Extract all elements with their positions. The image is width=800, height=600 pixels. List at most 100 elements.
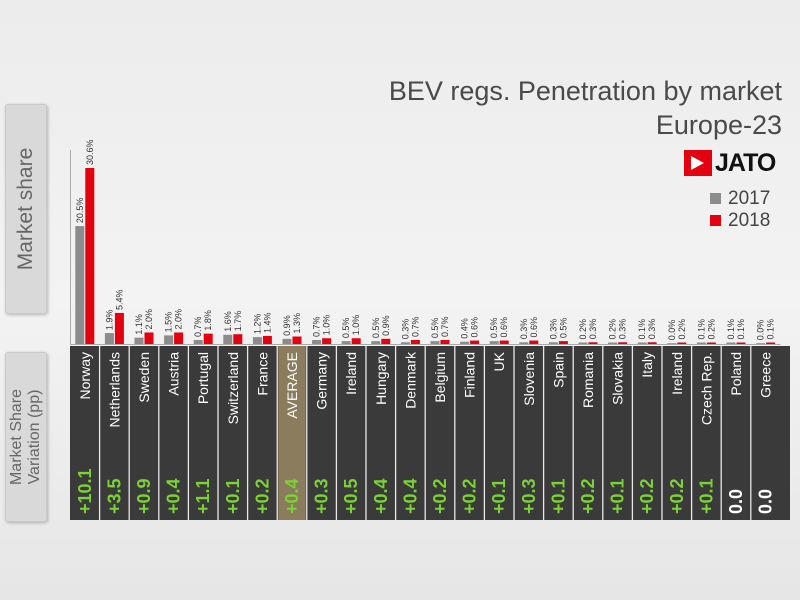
legend-label-2018: 2018 (728, 210, 771, 231)
data-label-2018: 1.3% (292, 313, 302, 334)
category-label: Italy (639, 352, 655, 378)
variation-value: +0.1 (696, 478, 716, 514)
bar-2017 (371, 341, 381, 344)
data-label-2018: 0.1% (766, 319, 776, 340)
data-label-2018: 0.6% (470, 317, 480, 338)
bar-2018 (203, 333, 213, 344)
bar-2017 (282, 338, 292, 344)
data-label-2018: 0.6% (529, 317, 539, 338)
variation-value: +0.5 (341, 478, 361, 514)
data-label-2017: 0.3% (519, 319, 529, 340)
bar-2018 (529, 340, 539, 344)
bar-2018 (647, 342, 657, 344)
data-label-2017: 0.1% (726, 319, 736, 340)
data-label-2017: 0.3% (400, 319, 410, 340)
data-label-2018: 5.4% (114, 289, 124, 310)
bar-2018 (736, 342, 746, 344)
average-highlight (278, 346, 306, 520)
bar-2017 (608, 342, 618, 344)
bar-2017 (460, 341, 470, 344)
bar-2018 (677, 342, 687, 344)
chart-subtitle: Europe-23 (655, 110, 782, 140)
data-label-2018: 1.8% (203, 310, 213, 331)
data-label-2017: 0.5% (489, 318, 499, 339)
data-label-2017: 0.7% (193, 316, 203, 337)
data-label-2017: 0.1% (637, 319, 647, 340)
bar-2017 (637, 342, 647, 344)
category-label: Slovenia (521, 352, 537, 406)
variation-value: 0.0 (756, 489, 776, 514)
variation-value: +1.1 (193, 478, 213, 514)
bar-2017 (134, 337, 144, 344)
variation-label-box: Market Share Variation (pp) (5, 352, 47, 522)
bar-2018 (322, 338, 332, 344)
data-label-2018: 0.3% (647, 319, 657, 340)
category-label: France (254, 352, 270, 396)
variation-value: +0.2 (578, 478, 598, 514)
variation-value: +0.2 (430, 478, 450, 514)
variation-value: +0.2 (460, 478, 480, 514)
variation-value: +0.1 (223, 478, 243, 514)
bar-2017 (726, 342, 736, 344)
bar-2018 (618, 342, 628, 344)
variation-value: +0.1 (608, 478, 628, 514)
bar-2017 (164, 335, 174, 344)
bar-2018 (588, 342, 598, 344)
data-label-2017: 1.5% (164, 312, 174, 333)
data-label-2017: 0.9% (282, 315, 292, 336)
bar-2017 (400, 342, 410, 344)
bar-2018 (292, 336, 302, 344)
bar-2017 (104, 333, 114, 344)
data-label-2017: 1.2% (252, 314, 262, 335)
category-label: Ireland (669, 352, 685, 395)
data-label-2018: 1.4% (262, 312, 272, 333)
variation-value: +0.3 (312, 478, 332, 514)
variation-value: +0.2 (252, 478, 272, 514)
variation-value: +0.4 (282, 478, 302, 514)
bar-2018 (499, 340, 509, 344)
bar-2018 (440, 339, 450, 344)
category-label: Hungary (373, 352, 389, 405)
bar-2018 (262, 335, 272, 344)
data-label-2017: 0.3% (548, 319, 558, 340)
legend-swatch-2017 (710, 193, 721, 204)
variation-value: +0.9 (134, 478, 154, 514)
logo-text: JATO (715, 149, 776, 177)
category-label: Sweden (136, 352, 152, 403)
bar-2018 (144, 332, 154, 344)
variation-value: +10.1 (75, 468, 95, 514)
variation-value: +0.1 (548, 478, 568, 514)
data-label-2018: 30.6% (85, 139, 95, 165)
bar-2017 (667, 343, 677, 344)
bar-2018 (470, 340, 480, 344)
bar-2017 (548, 342, 558, 344)
category-label: AVERAGE (284, 352, 300, 419)
category-label: Ireland (343, 352, 359, 395)
data-label-2018: 0.7% (440, 316, 450, 337)
data-label-2017: 0.2% (578, 319, 588, 340)
data-label-2018: 0.1% (736, 319, 746, 340)
data-label-2017: 0.1% (696, 319, 706, 340)
category-label: Slovakia (610, 352, 626, 405)
bar-2018 (174, 332, 184, 344)
category-label: Poland (728, 352, 744, 396)
data-label-2018: 2.0% (144, 309, 154, 330)
category-label: Finland (462, 352, 478, 398)
bar-2017 (489, 341, 499, 344)
legend-swatch-2018 (710, 215, 721, 226)
bar-2017 (519, 342, 529, 344)
category-label: Austria (166, 352, 182, 396)
variation-value: +0.4 (400, 478, 420, 514)
bar-2017 (75, 226, 85, 344)
bar-2018 (114, 312, 124, 344)
data-label-2018: 0.9% (381, 315, 391, 336)
bar-2018 (233, 334, 243, 344)
bar-2017 (696, 342, 706, 344)
data-label-2018: 0.6% (499, 317, 509, 338)
bar-2017 (756, 343, 766, 344)
data-label-2018: 0.3% (618, 319, 628, 340)
data-label-2017: 20.5% (75, 198, 85, 224)
variation-value: +0.3 (519, 478, 539, 514)
category-label: Portugal (195, 352, 211, 404)
data-label-2018: 1.0% (322, 315, 332, 336)
